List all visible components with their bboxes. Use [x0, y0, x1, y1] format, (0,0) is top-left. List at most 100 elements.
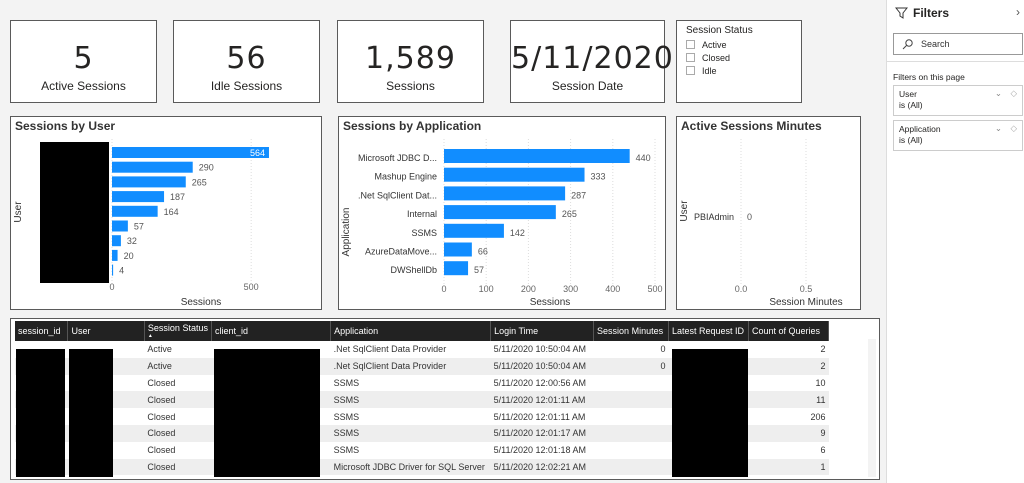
table-cell: 2: [820, 344, 826, 355]
data-label: 66: [478, 247, 488, 257]
x-tick-label: 300: [563, 284, 578, 294]
column-header[interactable]: client_id: [211, 321, 332, 341]
column-header-label: Latest Request ID: [672, 326, 745, 336]
table-scrollbar[interactable]: [868, 339, 876, 477]
table-cell: [594, 408, 669, 425]
table-cell: 5/11/2020 12:01:18 AM: [493, 445, 587, 456]
session-status-slicer: Session Status Active Closed Idle: [676, 20, 802, 103]
bar: [444, 167, 585, 182]
x-axis-title: Session Minutes: [769, 297, 842, 308]
card-label: Session Date: [551, 79, 624, 93]
slicer-item-active[interactable]: Active: [686, 38, 801, 51]
table-cell: Closed: [144, 424, 212, 442]
table-cell: SSMS: [333, 377, 360, 388]
card-sessions: 1,589 Sessions: [337, 20, 484, 103]
bar: [444, 149, 630, 163]
eraser-icon[interactable]: ◇: [1010, 88, 1017, 98]
table-cell: Closed: [147, 445, 176, 456]
slicer-item-closed[interactable]: Closed: [686, 51, 801, 64]
column-header[interactable]: Latest Request ID: [668, 321, 749, 341]
table-row[interactable]: Closed SSMS 5/11/2020 12:01:11 AM 206: [15, 408, 829, 425]
table-cell: Closed: [144, 391, 212, 409]
table-cell: .Net SqlClient Data Provider: [333, 344, 447, 355]
bar: [112, 249, 118, 261]
data-label: 57: [474, 265, 484, 275]
table-cell: 206: [810, 411, 826, 422]
table-row[interactable]: Active .Net SqlClient Data Provider 5/11/2…: [15, 341, 829, 358]
table-cell: Closed: [144, 458, 212, 476]
column-header[interactable]: Session Minutes: [593, 321, 670, 341]
column-header[interactable]: Count of Queries: [748, 321, 829, 341]
table-cell: 5/11/2020 10:50:04 AM: [493, 344, 587, 355]
sessions-table: session_id User Session Status ▲ client_id Ap…: [10, 318, 880, 480]
checkbox[interactable]: [686, 66, 695, 75]
filters-pane: Filters › Search Filters on this page Us…: [886, 0, 1024, 483]
checkbox[interactable]: [686, 40, 695, 49]
filter-field: User: [899, 89, 917, 99]
column-header[interactable]: Application: [330, 321, 492, 341]
table-row[interactable]: Closed SSMS 5/11/2020 12:01:18 AM 6: [15, 442, 829, 459]
data-label: 57: [134, 222, 144, 232]
table-cell: Microsoft JDBC Driver for SQL Server: [330, 458, 491, 476]
data-label: 187: [170, 192, 185, 202]
column-header[interactable]: Login Time: [490, 321, 595, 341]
y-tick-label: SSMS: [411, 228, 437, 238]
x-tick-label: 500: [647, 284, 662, 294]
table-cell: 6: [820, 445, 826, 456]
x-tick-label: 200: [521, 284, 536, 294]
card-label: Sessions: [386, 79, 435, 93]
bar: [112, 191, 165, 203]
table-row[interactable]: Closed SSMS 5/11/2020 12:00:56 AM 10: [15, 375, 829, 392]
bar: [112, 176, 186, 188]
data-label: 440: [636, 153, 651, 163]
y-tick-label: Microsoft JDBC D...: [358, 153, 437, 163]
bar: [112, 205, 158, 217]
table-cell: SSMS: [333, 445, 360, 456]
table-cell: Active: [144, 357, 212, 375]
column-header-label: client_id: [214, 326, 248, 336]
data-label: 287: [571, 190, 586, 200]
filter-card-user[interactable]: User is (All) ⌄ ◇: [893, 85, 1023, 116]
y-tick-label: PBIAdmin: [694, 212, 734, 222]
filter-card-application[interactable]: Application is (All) ⌄ ◇: [893, 120, 1023, 151]
column-header[interactable]: User: [67, 321, 145, 341]
column-header[interactable]: Session Status ▲: [144, 321, 212, 341]
column-header-label: session_id: [18, 326, 61, 336]
filter-field: Application: [899, 124, 941, 134]
bar: [444, 186, 566, 201]
x-tick-label: 400: [605, 284, 620, 294]
y-tick-label: DWShellDb: [390, 265, 437, 275]
data-label: 290: [199, 163, 214, 173]
filters-title: Filters: [913, 6, 950, 20]
data-label: 4: [119, 266, 124, 276]
x-tick-label: 100: [479, 284, 494, 294]
bar: [444, 242, 472, 257]
bar: [444, 223, 504, 238]
table-cell: 10: [815, 377, 826, 388]
chevron-down-icon[interactable]: ⌄: [994, 88, 1002, 98]
table-cell: Closed: [147, 411, 176, 422]
table-cell: 0: [660, 344, 666, 355]
filter-search-input[interactable]: Search: [893, 33, 1023, 55]
slicer-item-idle[interactable]: Idle: [686, 64, 801, 77]
redacted-client-id: [214, 349, 320, 477]
checkbox[interactable]: [686, 53, 695, 62]
chevron-down-icon[interactable]: ⌄: [994, 123, 1002, 133]
column-header-label: Application: [334, 326, 379, 336]
column-header-label: Login Time: [494, 326, 539, 336]
table-cell: 5/11/2020 10:50:04 AM: [490, 357, 594, 375]
column-header-label: Session Status: [147, 323, 208, 333]
column-header-label: Count of Queries: [752, 326, 821, 336]
chart-title: Sessions by Application: [343, 119, 482, 133]
x-tick-label: 500: [244, 282, 259, 292]
table-cell: Closed: [147, 377, 176, 388]
column-header[interactable]: session_id: [15, 321, 69, 341]
y-tick-label: Mashup Engine: [374, 172, 437, 182]
bar: [112, 264, 114, 276]
data-label: 142: [510, 228, 525, 238]
collapse-pane-chevron-icon[interactable]: ›: [1016, 5, 1020, 19]
x-tick-label: 0.5: [800, 284, 813, 294]
bar: [112, 147, 269, 158]
eraser-icon[interactable]: ◇: [1010, 123, 1017, 133]
x-tick-label: 0.0: [735, 284, 748, 294]
